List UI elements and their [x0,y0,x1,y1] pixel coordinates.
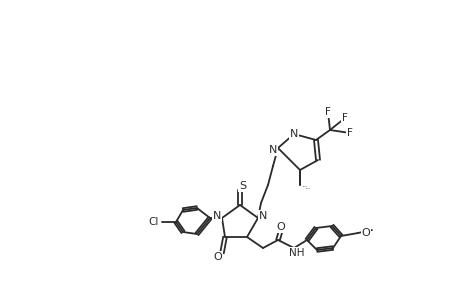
Text: N: N [268,145,277,155]
Text: methyl: methyl [302,186,307,187]
Text: N: N [289,129,297,139]
Text: methyl: methyl [305,188,310,189]
Text: Cl: Cl [149,217,159,227]
Text: N: N [213,211,221,221]
Text: O: O [361,228,369,238]
Text: S: S [239,181,246,191]
Text: F: F [346,128,352,138]
Text: N: N [258,211,267,221]
Text: O: O [276,222,285,232]
Text: F: F [325,107,330,117]
Text: NH: NH [289,248,304,258]
Text: F: F [341,113,347,123]
Text: O: O [213,252,222,262]
